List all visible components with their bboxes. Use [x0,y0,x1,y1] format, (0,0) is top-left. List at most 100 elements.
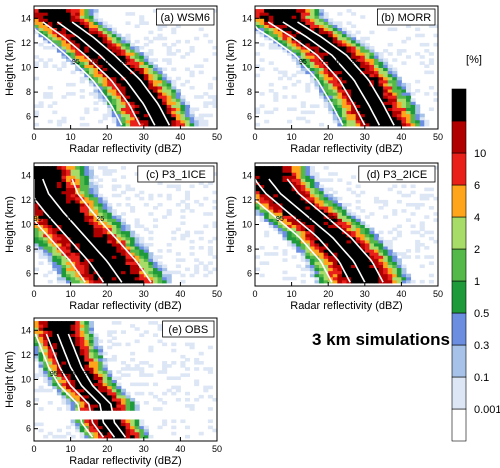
heat-cell [93,404,99,408]
heat-cell [351,58,357,62]
heat-cell [433,24,439,29]
heat-cell [360,58,366,62]
heat-cell [360,104,366,108]
heat-cell [148,39,154,44]
heat-cell [184,101,191,105]
heat-cell [84,215,90,219]
heat-cell [66,367,72,371]
heat-cell [364,95,370,99]
heat-cell [383,76,389,81]
heat-cell [282,221,288,225]
heat-cell [107,431,113,436]
heat-cell [66,270,72,275]
heat-cell [337,239,343,244]
heat-cell [355,89,361,93]
heat-cell [171,79,177,84]
heat-cell [116,215,122,219]
heat-cell [34,55,40,59]
heat-cell [47,85,53,90]
heat-cell [392,104,398,108]
heat-cell [66,327,72,331]
heat-cell [88,422,94,427]
heat-cell [291,218,297,222]
heat-cell [98,373,104,377]
heat-cell [47,321,53,325]
heat-cell [373,252,380,256]
heat-cell [125,70,131,75]
heat-cell [120,119,126,124]
heat-cell [111,36,117,41]
heat-cell [337,39,343,44]
heat-cell [107,422,113,427]
heat-cell [305,70,311,75]
heat-cell [75,357,81,362]
heat-cell [332,258,338,262]
heat-cell [116,49,122,53]
heat-cell [120,52,126,56]
heat-cell [111,330,117,334]
heat-cell [102,196,108,201]
heat-cell [180,101,186,105]
heat-cell [332,67,338,72]
heat-cell [47,370,53,374]
heat-cell [207,239,213,244]
heat-cell [107,172,113,176]
heat-cell [70,333,76,337]
heat-cell [259,169,265,173]
heat-cell [56,345,62,350]
heat-cell [130,428,136,433]
heat-cell [130,249,136,253]
heat-cell [314,270,320,275]
heat-cell [264,190,270,195]
heat-cell [198,230,204,235]
heat-cell [194,357,200,362]
heat-cell [120,279,126,284]
heat-cell [373,85,380,90]
heat-cell [52,212,58,216]
heat-cell [88,379,94,384]
heat-cell [34,342,40,347]
heat-cell [157,273,163,278]
heat-cell [102,376,108,380]
heat-cell [130,425,136,430]
heat-cell [66,249,72,253]
heat-cell [84,70,90,75]
heat-cell [47,206,53,210]
heat-cell [162,119,168,124]
heat-cell [291,227,297,232]
heat-cell [351,95,357,99]
heat-cell [415,206,421,210]
heat-cell [360,267,366,272]
heat-cell [61,45,67,50]
heat-cell [34,21,40,25]
heat-cell [52,215,58,219]
heat-cell [175,397,181,402]
heat-cell [309,181,315,186]
heat-cell [139,270,145,275]
heat-cell [369,252,375,256]
heat-cell [56,233,62,238]
heat-cell [98,92,104,96]
heat-cell [38,370,44,374]
heat-cell [139,373,145,377]
heat-cell [424,215,430,219]
heat-cell [300,224,306,229]
heat-cell [415,255,421,259]
heat-cell [148,70,154,75]
heat-cell [282,18,288,22]
heat-cell [43,273,49,278]
heat-cell [93,12,99,16]
heat-cell [66,239,72,244]
heat-cell [116,264,122,269]
colorbar-label: 0.001 [474,404,500,416]
heat-cell [341,49,347,53]
heat-cell [194,267,200,272]
heat-cell [43,39,49,44]
heat-cell [56,239,62,244]
heat-cell [107,218,113,222]
heat-cell [341,30,347,35]
heat-cell [369,230,375,235]
heat-cell [47,9,53,13]
heat-cell [392,27,398,32]
heat-cell [102,361,108,365]
